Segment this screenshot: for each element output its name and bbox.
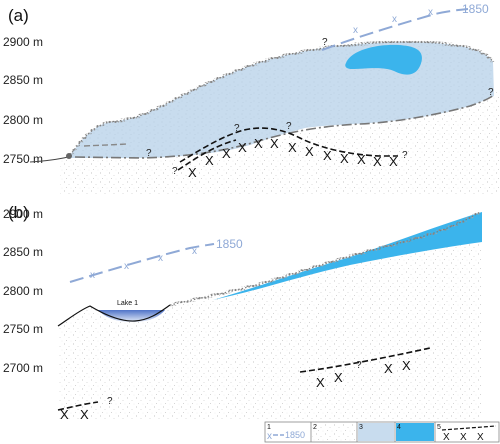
panel-b-elevation-label: 2700 m [3,361,43,375]
panel-a-1850-label: 1850 [462,2,489,16]
panel-a-bedrock-x-marker: X [373,154,382,169]
panel-b-1850-marker: x [90,270,95,281]
legend: 1 x 1850 2 3 4 5 X X X [264,421,500,443]
panel-a-valley-floor [29,156,69,163]
panel-a-bedrock-x-marker: X [288,140,297,155]
panel-a-1850-marker: x [353,25,358,36]
legend-item-1-marker: x [267,431,272,442]
panel-b-lake-label: Lake 1 [117,300,138,307]
panel-a-elevation-label: 2900 m [3,35,43,49]
panel-a-surface-debris [69,41,494,156]
panel-b-question-mark: ? [356,360,362,371]
panel-b-bedrock-dashed-line-left [57,401,99,411]
panel-b-1850-marker: x [192,246,197,257]
panel-a-bedrock-x-marker: X [188,165,197,180]
panel-a-question-mark: ? [286,121,292,132]
panel-a-question-mark: ? [234,123,240,134]
legend-item-3-box [358,423,394,441]
panel-b-bedrock-x-marker: X [384,361,393,376]
panel-a-left-dash [83,143,129,147]
panel-b-elevation-label: 2900 m [3,207,43,221]
panel-a-glacier-bed-line [74,94,495,159]
legend-item-5-marker: X [477,432,484,443]
panel-b-elevation-label: 2750 m [3,322,43,336]
legend-item-2-box [312,423,356,441]
panel-a-bedrock-x-marker: X [357,152,366,167]
panel-b-bedrock-x-marker: X [60,407,69,422]
panel-b-1850-label: 1850 [216,237,243,251]
legend-item-1-number: 1 [267,424,271,431]
legend-item-4-number: 4 [397,424,401,431]
panel-a-1850-marker: x [428,7,433,18]
legend-item-5-marker: X [443,432,450,443]
panel-b-bedrock-x-marker: X [316,375,325,390]
panel-a-bedrock-x-marker: X [305,144,314,159]
panel-b: (b) 2900 m 2850 m 2800 m 2750 m 2700 m L… [3,203,482,422]
panel-b-lake [98,310,165,322]
panel-a-glacier-body [70,42,494,159]
panel-b-1850-moraine-line [69,243,215,283]
panel-a-question-mark: ? [146,148,152,159]
panel-a-question-mark: ? [172,166,178,177]
panel-a-1850-moraine-line [321,8,469,51]
panel-b-1850-marker: x [124,261,129,272]
legend-item-5-marker: X [460,432,467,443]
panel-b-question-mark: ? [107,396,113,407]
panel-a-bedrock-x-marker: X [222,146,231,161]
panel-a-ice-core [345,44,422,75]
panel-a-bedrock-x-marker: X [340,151,349,166]
panel-a-ground [60,92,500,196]
panel-a-bedrock-x-marker: X [254,136,263,151]
panel-a-bedrock-x-marker: X [238,140,247,155]
panel-b-1850-marker: x [158,253,163,264]
legend-item-3-number: 3 [359,424,363,431]
panel-b-surface-debris [169,211,481,306]
panel-a-bedrock-dashed-line [179,127,398,163]
panel-a-bedrock-x-marker: X [205,153,214,168]
panel-a-elevation-label: 2750 m [3,152,43,166]
legend-item-1-box [266,423,310,441]
legend-item-5-box [436,423,498,441]
legend-item-2-number: 2 [313,424,317,431]
panel-b-bedrock-x-marker: X [334,370,343,385]
panel-b-bedrock-dashed-line [299,347,431,373]
panel-a-elevation-label: 2800 m [3,113,43,127]
panel-b-elevation-label: 2850 m [3,245,43,259]
legend-item-4-box [396,423,434,441]
legend-item-5-number: 5 [437,424,441,431]
panel-a-bedrock-x-marker: X [270,136,279,151]
panel-a-1850-marker: x [392,14,397,25]
panel-a-valley-marker [66,153,72,159]
panel-b-lake-basin [57,304,171,327]
panel-a-elevation-label: 2850 m [3,73,43,87]
legend-item-1-label: 1850 [285,430,305,440]
panel-a-bedrock-x-marker: X [389,154,398,169]
panel-b-ground [58,226,482,420]
panel-b-ice-wedge [213,212,482,300]
panel-a-bedrock-x-marker: X [323,148,332,163]
panel-a-bedrock-dashed-line [177,139,237,171]
panel-a-question-mark: ? [402,150,408,161]
panel-b-label: (b) [8,203,29,222]
panel-a: (a) 2900 m 2850 m 2800 m 2750 m x x x 18… [3,2,500,196]
legend-item-5-line [441,425,497,431]
panel-a-label: (a) [8,6,29,25]
panel-b-elevation-label: 2800 m [3,284,43,298]
panel-a-question-mark: ? [488,87,494,98]
panel-a-question-mark: ? [322,37,328,48]
panel-b-bedrock-x-marker: X [402,358,411,373]
panel-b-bedrock-x-marker: X [80,407,89,422]
